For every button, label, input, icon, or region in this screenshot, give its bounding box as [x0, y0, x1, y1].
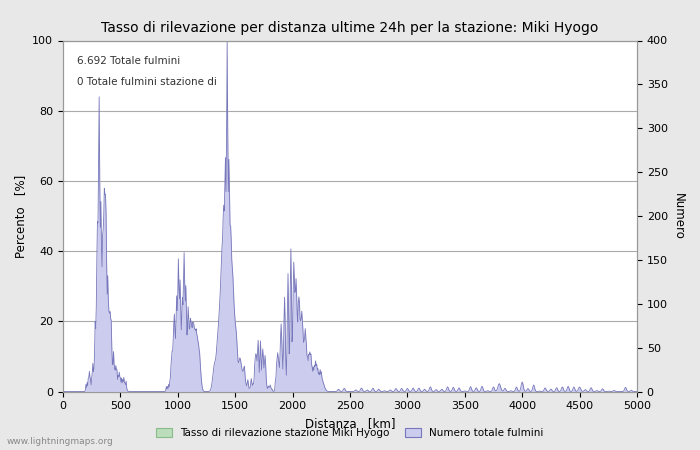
Text: 6.692 Totale fulmini: 6.692 Totale fulmini: [77, 56, 181, 66]
Y-axis label: Numero: Numero: [671, 193, 685, 239]
Text: www.lightningmaps.org: www.lightningmaps.org: [7, 437, 113, 446]
Y-axis label: Percento   [%]: Percento [%]: [14, 174, 27, 257]
Legend: Tasso di rilevazione stazione Miki Hyogo, Numero totale fulmini: Tasso di rilevazione stazione Miki Hyogo…: [152, 424, 548, 442]
X-axis label: Distanza   [km]: Distanza [km]: [304, 417, 395, 430]
Text: 0 Totale fulmini stazione di: 0 Totale fulmini stazione di: [77, 77, 217, 87]
Title: Tasso di rilevazione per distanza ultime 24h per la stazione: Miki Hyogo: Tasso di rilevazione per distanza ultime…: [102, 21, 598, 35]
